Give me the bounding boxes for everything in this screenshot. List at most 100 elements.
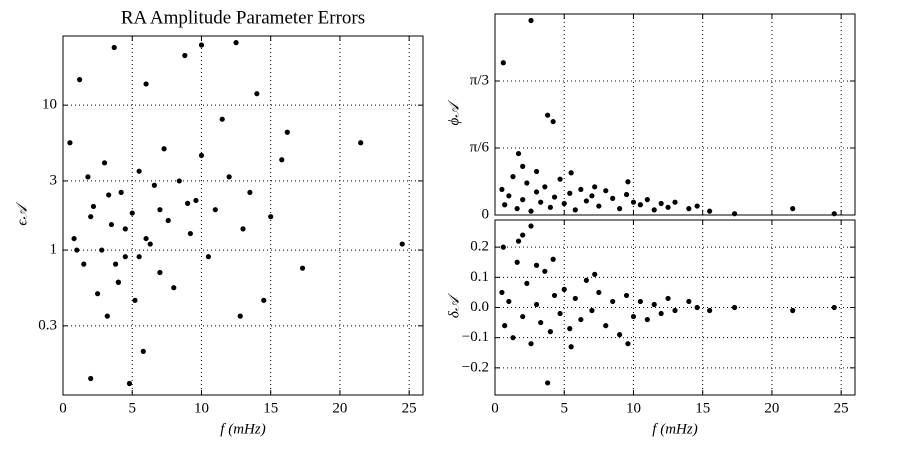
point (644, 316, 650, 323)
point (658, 310, 664, 317)
point (90, 203, 97, 210)
point (81, 261, 87, 267)
point (644, 197, 650, 203)
x-tick-label: 0 (59, 400, 67, 416)
point (118, 189, 124, 196)
point (520, 197, 526, 203)
point (707, 208, 713, 214)
x-tick-label: 5 (560, 400, 568, 416)
point (88, 375, 94, 382)
x-tick-label: 5 (128, 400, 136, 416)
point (185, 200, 191, 206)
point (603, 188, 609, 194)
point (506, 298, 512, 305)
x-tick-label: 0 (491, 400, 499, 416)
point (651, 301, 657, 308)
point (567, 190, 573, 196)
y-tick-label: 0.0 (470, 299, 489, 315)
point (147, 241, 153, 247)
point (672, 307, 678, 314)
point (129, 210, 135, 216)
point (578, 186, 584, 193)
point (831, 211, 837, 217)
point (665, 204, 671, 210)
point (67, 140, 73, 146)
point (528, 17, 534, 24)
point (171, 285, 177, 291)
point (157, 269, 163, 276)
point (502, 202, 508, 208)
point (625, 179, 631, 185)
point (499, 186, 505, 193)
point (514, 206, 520, 212)
point (126, 380, 133, 387)
point (108, 221, 115, 228)
point (589, 307, 595, 314)
point (74, 247, 80, 253)
point (592, 271, 598, 277)
point (637, 202, 643, 208)
point (212, 207, 218, 213)
point (583, 277, 589, 283)
y-tick-label: 0.1 (470, 269, 489, 285)
point (623, 191, 630, 198)
point (533, 301, 540, 308)
x-tick-label: 25 (402, 400, 417, 416)
point (132, 297, 138, 303)
x-tick-label: 10 (194, 400, 209, 416)
point (731, 304, 738, 311)
point (790, 307, 796, 314)
point (193, 197, 199, 204)
point (545, 112, 551, 118)
point (610, 298, 616, 305)
point (219, 116, 225, 122)
point (547, 329, 553, 335)
x-tick-label: 20 (764, 400, 779, 416)
point (161, 146, 167, 152)
point (143, 235, 149, 242)
point (143, 81, 149, 87)
point (95, 291, 101, 297)
x-axis-label: f (mHz) (220, 421, 265, 437)
point (694, 304, 700, 311)
point (567, 326, 573, 332)
point (500, 244, 506, 250)
point (499, 289, 505, 296)
point (136, 168, 142, 174)
point (226, 174, 232, 180)
point (510, 174, 516, 180)
point (658, 200, 664, 207)
point (237, 313, 243, 319)
point (596, 203, 602, 209)
point (122, 254, 128, 260)
point (71, 235, 77, 242)
point (528, 341, 534, 347)
point (610, 195, 616, 201)
point (254, 91, 260, 97)
point (520, 163, 526, 169)
point (165, 217, 171, 224)
point (520, 232, 526, 238)
point (547, 204, 553, 210)
point (694, 203, 700, 209)
point (502, 323, 508, 329)
y-tick-label: 1 (50, 242, 58, 258)
point (665, 295, 671, 302)
point (572, 295, 578, 302)
point (399, 241, 405, 247)
y-tick-label: π/6 (470, 139, 490, 155)
point (561, 200, 567, 207)
point (115, 279, 121, 285)
point (603, 323, 609, 329)
point (707, 307, 713, 314)
x-tick-label: 20 (332, 400, 347, 416)
point (533, 168, 540, 175)
point (578, 316, 584, 323)
point (545, 380, 551, 386)
point (596, 289, 602, 296)
point (85, 174, 91, 180)
point (528, 208, 534, 214)
point (151, 182, 157, 188)
point (572, 207, 578, 213)
